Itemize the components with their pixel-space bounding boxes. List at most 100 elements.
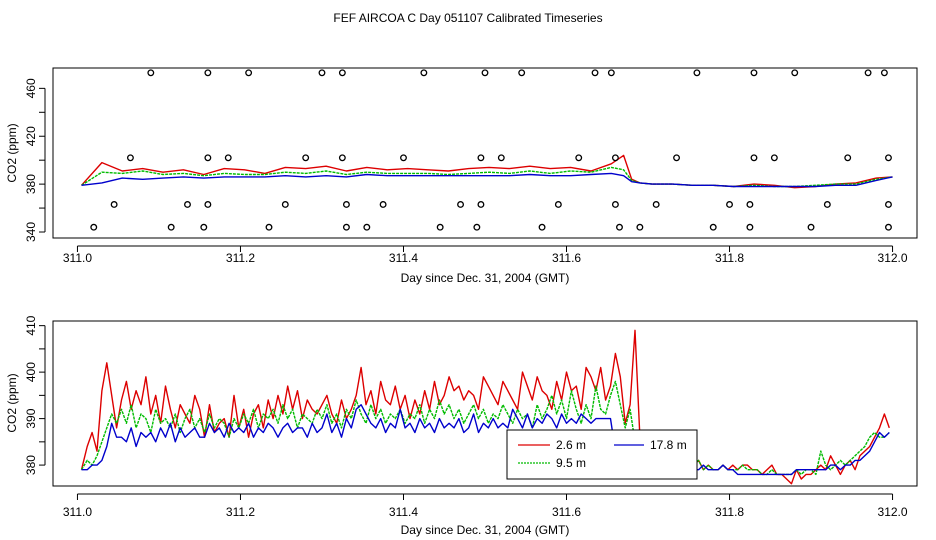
legend-label-17-8m: 17.8 m (650, 438, 687, 452)
calibration-marker (885, 223, 892, 231)
calibration-marker (167, 223, 175, 231)
x-tick-label: 311.6 (552, 251, 581, 265)
calibration-marker (844, 154, 852, 162)
calibration-marker (110, 201, 118, 208)
calibration-marker (726, 201, 733, 208)
calibration-marker (204, 154, 212, 162)
calibration-marker (652, 201, 660, 208)
calibration-marker (885, 154, 892, 162)
calibration-marker (204, 201, 212, 208)
x-tick-label: 311.8 (715, 505, 744, 519)
x-tick-label: 311.2 (226, 251, 255, 265)
calibration-marker (673, 154, 680, 162)
calibration-marker (245, 69, 253, 77)
calibration-marker (281, 201, 289, 208)
calibration-marker (457, 201, 464, 208)
x-tick-label: 311.4 (389, 251, 418, 265)
series-line-9-5-m (81, 166, 893, 188)
calibration-marker (864, 69, 872, 77)
calibration-marker (554, 201, 562, 208)
calibration-marker (477, 154, 485, 162)
calibration-marker (693, 69, 701, 77)
bottom-panel: 311.0 311.2 311.4 311.6 311.8 312.0 380 390 400… (5, 315, 918, 537)
calibration-marker (147, 69, 155, 77)
calibration-marker (436, 223, 444, 231)
y-tick-label: 420 (24, 126, 38, 146)
calibration-marker (204, 69, 212, 77)
top-x-axis-label: Day since Dec. 31, 2004 (GMT) (401, 271, 570, 285)
calibration-marker (126, 154, 134, 162)
calibration-marker (302, 154, 310, 162)
legend: 2.6 m 9.5 m 17.8 m (506, 429, 698, 480)
calibration-marker (575, 154, 583, 162)
series-line-9-5-m (80, 380, 890, 476)
legend-label-9-5m: 9.5 m (556, 456, 586, 470)
x-tick-label: 311.0 (63, 251, 92, 265)
calibration-marker (885, 201, 892, 208)
calibration-marker (746, 201, 754, 208)
calibration-marker (538, 223, 546, 231)
series-line-2-6-m (80, 154, 893, 189)
calibration-marker (750, 69, 758, 77)
calibration-marker (420, 69, 428, 77)
calibration-marker (90, 223, 98, 231)
legend-label-2-6m: 2.6 m (556, 438, 586, 452)
top-panel: 311.0 311.2 311.4 311.6 311.8 312.0 340 380 420… (5, 67, 918, 285)
calibration-marker (400, 154, 407, 162)
calibration-marker (497, 154, 505, 162)
calibration-marker (184, 201, 191, 208)
calibration-marker (342, 201, 350, 208)
series-line-2-6-m (80, 329, 890, 485)
calibration-marker (791, 69, 799, 77)
x-tick-label: 311.8 (715, 251, 744, 265)
chart-title: FEF AIRCOA C Day 051107 Calibrated Times… (333, 11, 602, 25)
y-tick-label: 390 (24, 408, 38, 428)
calibration-marker (265, 223, 273, 231)
calibration-marker (379, 201, 387, 208)
y-tick-label: 380 (24, 174, 38, 194)
calibration-marker (750, 154, 758, 162)
calibration-marker (477, 201, 485, 208)
legend-box (506, 429, 698, 480)
x-tick-label: 311.6 (552, 505, 581, 519)
calibration-marker (770, 154, 778, 162)
calibration-marker (342, 223, 350, 231)
top-y-axis-label: CO2 (ppm) (5, 123, 19, 182)
calibration-marker (363, 223, 371, 231)
calibration-marker (518, 69, 526, 77)
x-tick-label: 311.2 (226, 505, 255, 519)
x-tick-label: 311.4 (389, 505, 418, 519)
calibration-marker (224, 154, 232, 162)
series-line-17-8-m (81, 172, 893, 188)
calibration-marker (880, 69, 888, 77)
calibration-marker (611, 154, 619, 162)
calibration-marker (611, 201, 619, 208)
calibration-marker (616, 223, 623, 231)
calibration-marker (807, 223, 815, 231)
y-tick-label: 400 (24, 362, 38, 382)
y-tick-label: 410 (24, 315, 38, 335)
y-tick-label: 340 (24, 222, 38, 242)
x-tick-label: 312.0 (878, 505, 908, 519)
calibration-marker (338, 69, 346, 77)
y-tick-label: 460 (24, 78, 38, 98)
calibration-marker (591, 69, 599, 77)
calibration-marker (746, 223, 754, 231)
calibration-marker (318, 69, 326, 77)
x-tick-label: 311.0 (63, 505, 92, 519)
y-tick-label: 380 (24, 455, 38, 475)
series-line-17-8-m (81, 404, 890, 476)
top-panel-frame (52, 67, 918, 239)
calibration-marker (636, 223, 644, 231)
bottom-x-axis-label: Day since Dec. 31, 2004 (GMT) (401, 523, 570, 537)
calibration-marker (473, 223, 481, 231)
calibration-marker (200, 223, 208, 231)
bottom-y-axis-label: CO2 (ppm) (5, 373, 19, 432)
calibration-marker (607, 69, 615, 77)
calibration-marker (338, 154, 346, 162)
calibration-marker (709, 223, 717, 231)
calibration-marker (481, 69, 489, 77)
calibration-marker (823, 201, 831, 208)
bottom-panel-frame (52, 320, 918, 487)
